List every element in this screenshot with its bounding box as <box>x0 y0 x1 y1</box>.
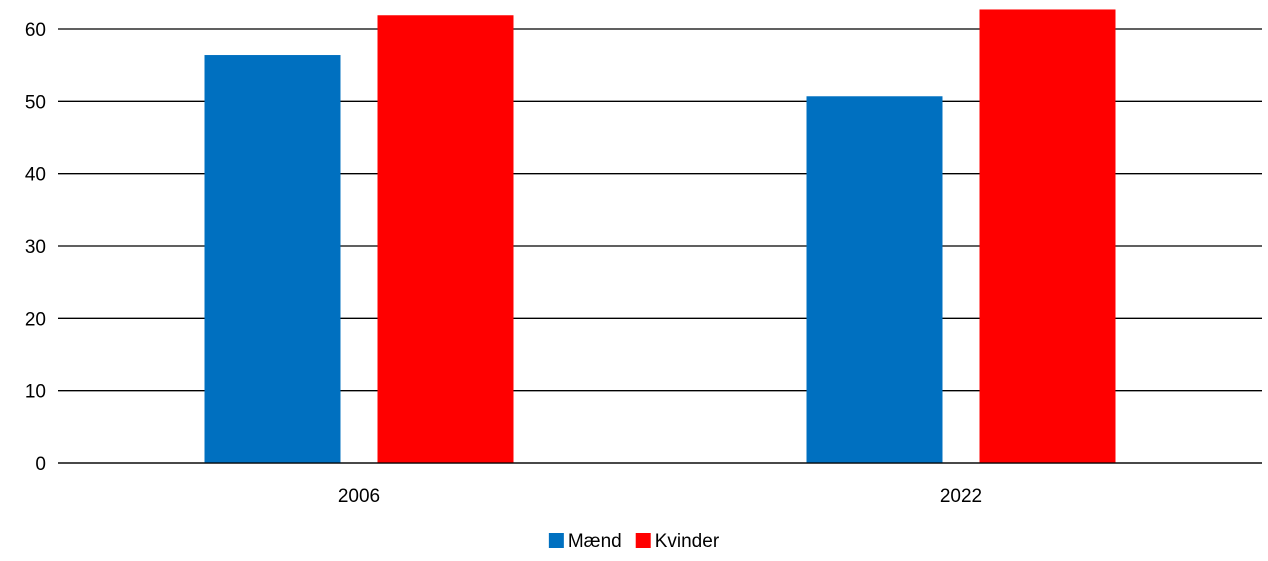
y-tick-label: 30 <box>25 237 46 258</box>
bar-mænd-2022 <box>806 96 943 464</box>
legend-swatch-mænd <box>548 533 564 548</box>
y-tick-label: 20 <box>25 309 46 330</box>
y-tick-label: 10 <box>25 382 46 403</box>
legend-label: Mænd <box>568 531 622 552</box>
bars <box>58 9 1262 464</box>
bar-kvinder-2006 <box>377 15 514 464</box>
x-axis-tick-labels: 2006 2022 <box>338 486 982 507</box>
x-tick-label: 2006 <box>338 486 380 507</box>
y-tick-label: 50 <box>25 92 46 113</box>
y-tick-label: 60 <box>25 20 46 41</box>
bar-kvinder-2022 <box>979 9 1116 463</box>
legend-label: Kvinder <box>655 531 720 552</box>
x-tick-label: 2022 <box>940 486 982 507</box>
bar-mænd-2006 <box>204 55 341 463</box>
y-axis-tick-labels: 0 10 20 30 40 50 60 <box>25 20 46 475</box>
y-tick-label: 40 <box>25 165 46 186</box>
legend-swatch-kvinder <box>635 533 651 548</box>
y-tick-label: 0 <box>35 454 46 475</box>
legend: Mænd Kvinder <box>548 531 720 552</box>
